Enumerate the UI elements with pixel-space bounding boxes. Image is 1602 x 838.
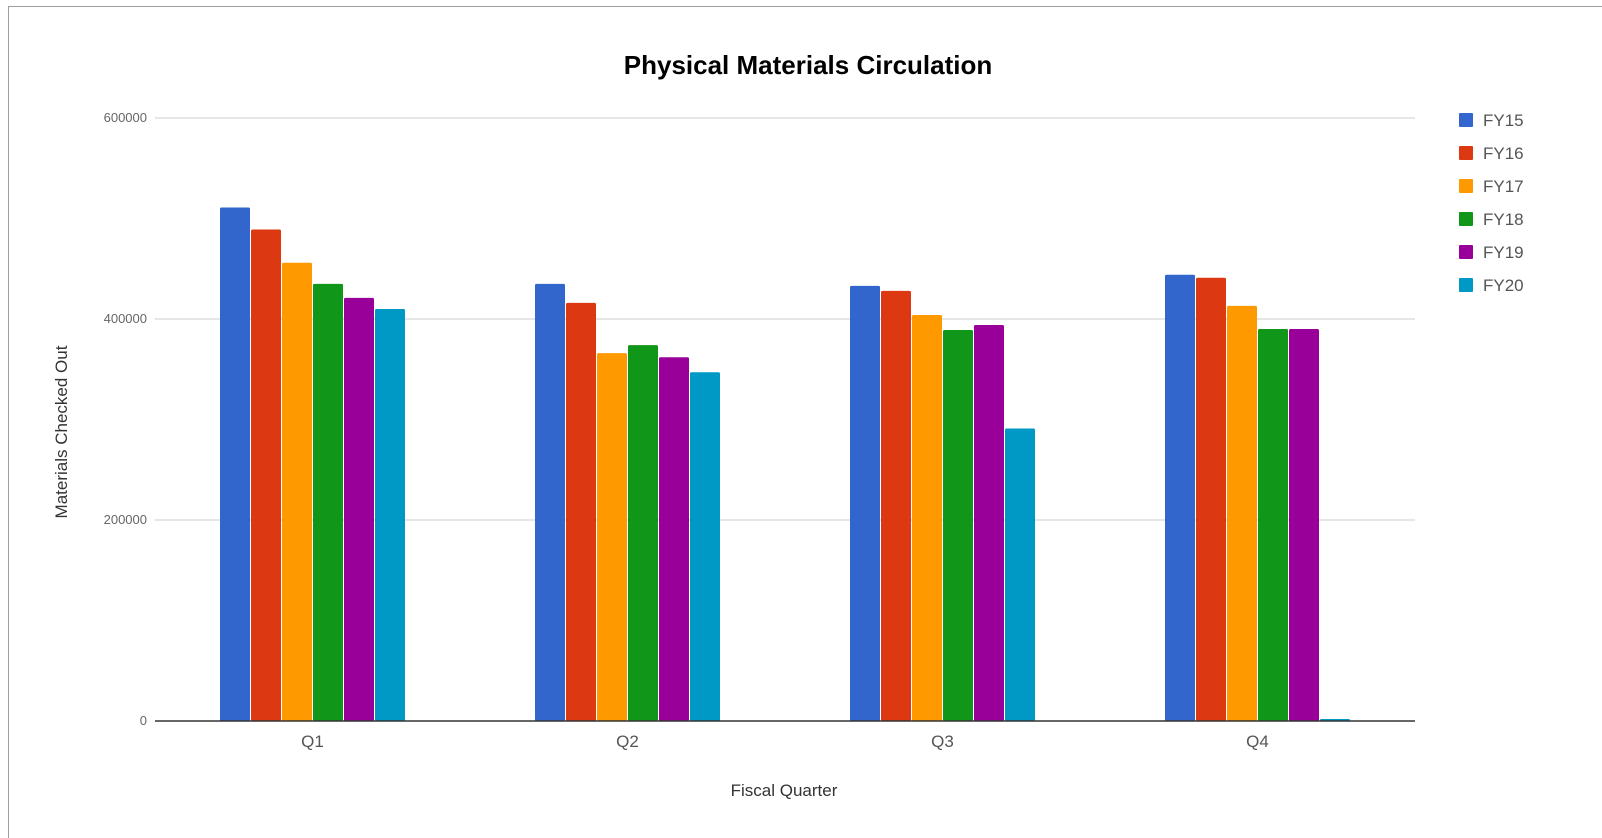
x-tick-label: Q1	[301, 732, 324, 751]
bar-fy17-q2[interactable]	[597, 353, 627, 721]
y-tick-label: 200000	[104, 512, 147, 527]
bar-fy16-q4[interactable]	[1196, 277, 1226, 721]
bar-fy17-q3[interactable]	[912, 314, 942, 721]
legend-label: FY16	[1483, 144, 1524, 163]
bar-fy16-q1[interactable]	[251, 229, 281, 721]
x-tick-label: Q4	[1246, 732, 1269, 751]
x-tick-label: Q3	[931, 732, 954, 751]
bar-fy19-q4[interactable]	[1289, 329, 1319, 721]
bar-fy15-q2[interactable]	[535, 283, 565, 721]
y-axis-ticks: 0 200000 400000 600000	[104, 110, 147, 728]
legend-swatch	[1459, 245, 1473, 259]
chart-title: Physical Materials Circulation	[624, 50, 992, 80]
legend-item-fy15[interactable]: FY15	[1459, 111, 1524, 130]
x-axis-categories: Q1 Q2 Q3 Q4	[301, 732, 1269, 751]
bar-fy19-q2[interactable]	[659, 357, 689, 721]
legend-item-fy17[interactable]: FY17	[1459, 177, 1524, 196]
y-tick-label: 0	[140, 713, 147, 728]
bars	[220, 207, 1350, 721]
legend-item-fy16[interactable]: FY16	[1459, 144, 1524, 163]
legend-swatch	[1459, 179, 1473, 193]
bar-fy18-q1[interactable]	[313, 283, 343, 721]
x-tick-label: Q2	[616, 732, 639, 751]
legend-swatch	[1459, 212, 1473, 226]
bar-fy18-q3[interactable]	[943, 330, 973, 721]
bar-fy17-q4[interactable]	[1227, 305, 1257, 721]
bar-fy18-q4[interactable]	[1258, 329, 1288, 721]
bar-fy15-q4[interactable]	[1165, 274, 1195, 721]
legend-swatch	[1459, 113, 1473, 127]
bar-fy19-q3[interactable]	[974, 325, 1004, 721]
x-axis-label: Fiscal Quarter	[731, 781, 838, 800]
legend-label: FY19	[1483, 243, 1524, 262]
bar-fy19-q1[interactable]	[344, 297, 374, 721]
bar-fy20-q1[interactable]	[375, 308, 405, 721]
y-tick-label: 600000	[104, 110, 147, 125]
y-axis-label: Materials Checked Out	[52, 345, 71, 518]
legend-label: FY20	[1483, 276, 1524, 295]
legend-item-fy18[interactable]: FY18	[1459, 210, 1524, 229]
legend-item-fy20[interactable]: FY20	[1459, 276, 1524, 295]
bar-fy17-q1[interactable]	[282, 262, 312, 721]
bar-fy16-q2[interactable]	[566, 302, 596, 721]
bar-fy15-q1[interactable]	[220, 207, 250, 721]
bar-fy15-q3[interactable]	[850, 285, 880, 721]
legend-item-fy19[interactable]: FY19	[1459, 243, 1524, 262]
bar-fy18-q2[interactable]	[628, 345, 658, 721]
legend-swatch	[1459, 146, 1473, 160]
bar-fy16-q3[interactable]	[881, 290, 911, 721]
legend[interactable]: FY15 FY16 FY17 FY18 FY19 FY20	[1459, 111, 1524, 295]
legend-label: FY17	[1483, 177, 1524, 196]
legend-swatch	[1459, 278, 1473, 292]
legend-label: FY18	[1483, 210, 1524, 229]
y-tick-label: 400000	[104, 311, 147, 326]
bar-fy20-q3[interactable]	[1005, 428, 1035, 721]
bar-fy20-q2[interactable]	[690, 372, 720, 721]
legend-label: FY15	[1483, 111, 1524, 130]
